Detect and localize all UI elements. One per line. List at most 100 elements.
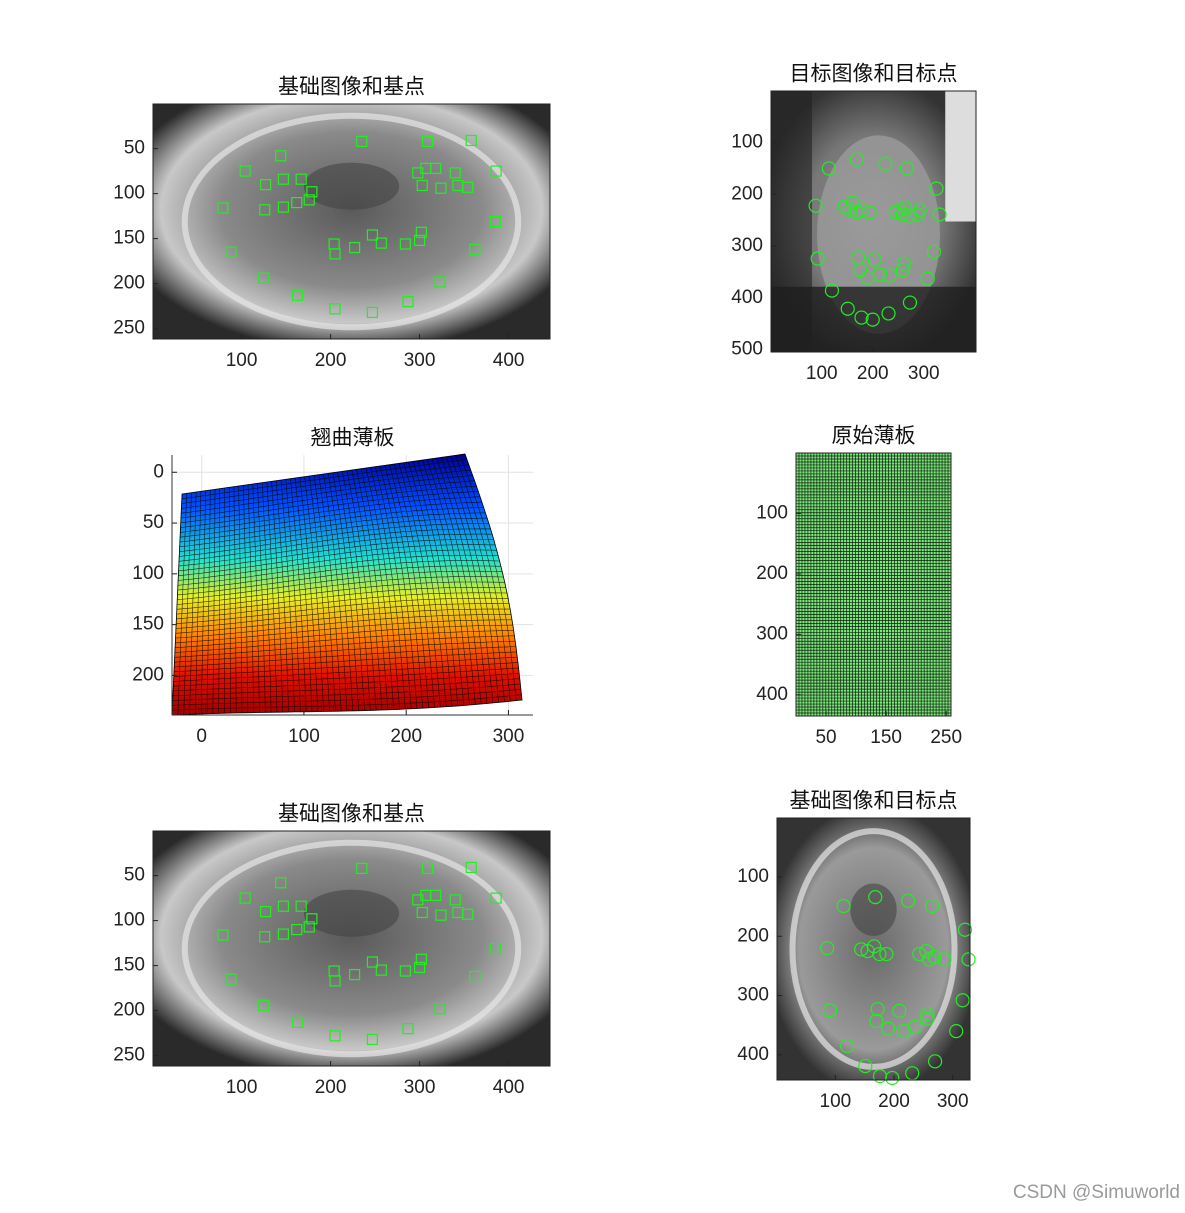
mesh-line (332, 472, 359, 711)
marker (872, 946, 887, 962)
marker (927, 1054, 943, 1069)
x-tick-label: 100 (806, 363, 838, 384)
y-tick-label: 250 (113, 318, 145, 339)
mesh-line (285, 479, 301, 712)
marker (489, 942, 501, 955)
marker (435, 182, 447, 194)
marker (868, 890, 883, 905)
mesh-line (200, 490, 206, 714)
mesh-line (247, 484, 254, 713)
marker (821, 161, 836, 176)
x-tick-label: 100 (226, 350, 258, 371)
marker (375, 964, 387, 976)
marker (840, 1038, 855, 1054)
image-background (153, 831, 550, 1066)
y-tick-label: 200 (113, 273, 145, 294)
mesh-line (445, 456, 499, 703)
marker (899, 161, 915, 176)
x-tick-label: 0 (196, 726, 207, 747)
axes-title: 目标图像和目标点 (790, 62, 958, 86)
marker (920, 1011, 935, 1026)
marker (881, 1021, 896, 1036)
mesh-line (346, 470, 377, 711)
marker (292, 289, 304, 301)
y-tick-label: 50 (143, 512, 164, 533)
y-tick-label: 400 (737, 1044, 769, 1065)
marker (465, 134, 477, 147)
marker (490, 892, 502, 904)
y-tick-label: 100 (731, 132, 763, 153)
mesh-line (313, 475, 336, 712)
marker (366, 956, 379, 968)
mesh-line (212, 489, 216, 714)
marker (840, 301, 855, 316)
marker (430, 889, 442, 901)
x-tick-label: 300 (937, 1091, 969, 1112)
axes-box (152, 103, 551, 340)
marker (462, 908, 474, 920)
marker (462, 181, 474, 193)
marker (867, 252, 882, 267)
image-feature (303, 889, 400, 937)
marker (925, 898, 940, 914)
marker (259, 931, 271, 943)
y-tick-label: 300 (731, 235, 763, 256)
marker (881, 306, 896, 321)
x-tick-label: 200 (857, 363, 889, 384)
y-tick-label: 200 (756, 563, 788, 584)
marker (872, 267, 887, 282)
axes: 基础图像和基点 100 200 300 400 50 100 150 200 250 (113, 75, 551, 371)
x-tick-label: 100 (226, 1077, 258, 1098)
mesh-line (450, 455, 505, 702)
marker (932, 207, 947, 222)
marker (849, 152, 865, 167)
mesh-line (228, 487, 231, 714)
marker (490, 165, 502, 177)
x-tick-label: 150 (870, 727, 902, 748)
marker (275, 877, 287, 889)
marker (912, 202, 927, 217)
marker (413, 234, 426, 247)
mesh-line (309, 475, 330, 712)
y-tick-label: 100 (113, 910, 145, 931)
marker (895, 207, 910, 222)
y-tick-label: 50 (124, 865, 145, 886)
mesh-line (299, 477, 319, 712)
mesh-line (271, 481, 284, 713)
marker (329, 975, 341, 987)
marker (329, 1030, 341, 1042)
x-tick-label: 400 (493, 350, 525, 371)
axes-box (152, 830, 551, 1067)
marker (895, 262, 910, 278)
mesh-line (375, 466, 412, 709)
mesh-line (370, 467, 406, 710)
marker (902, 295, 918, 310)
mesh-line (379, 465, 418, 709)
marker (858, 1058, 873, 1074)
marker (258, 999, 270, 1011)
marker (239, 165, 251, 177)
marker (366, 229, 379, 241)
marker (957, 922, 973, 937)
marker (260, 178, 272, 191)
axes-title: 翘曲薄板 (311, 426, 395, 450)
marker (306, 913, 318, 925)
marker (292, 1016, 304, 1028)
marker (866, 939, 882, 954)
x-tick-label: 100 (820, 1091, 852, 1112)
marker (259, 204, 271, 216)
axes-title: 基础图像和基点 (278, 75, 425, 99)
mesh-line (436, 457, 488, 704)
mesh-line (398, 463, 441, 708)
marker (349, 242, 361, 254)
mesh-line (266, 481, 278, 713)
image-background (153, 104, 550, 339)
mesh-line (218, 488, 220, 714)
marker (277, 928, 290, 940)
marker (949, 1023, 964, 1039)
mesh-line (417, 460, 464, 706)
marker (217, 929, 229, 941)
marker (469, 970, 481, 983)
mesh-line (177, 493, 187, 715)
marker (852, 262, 868, 278)
